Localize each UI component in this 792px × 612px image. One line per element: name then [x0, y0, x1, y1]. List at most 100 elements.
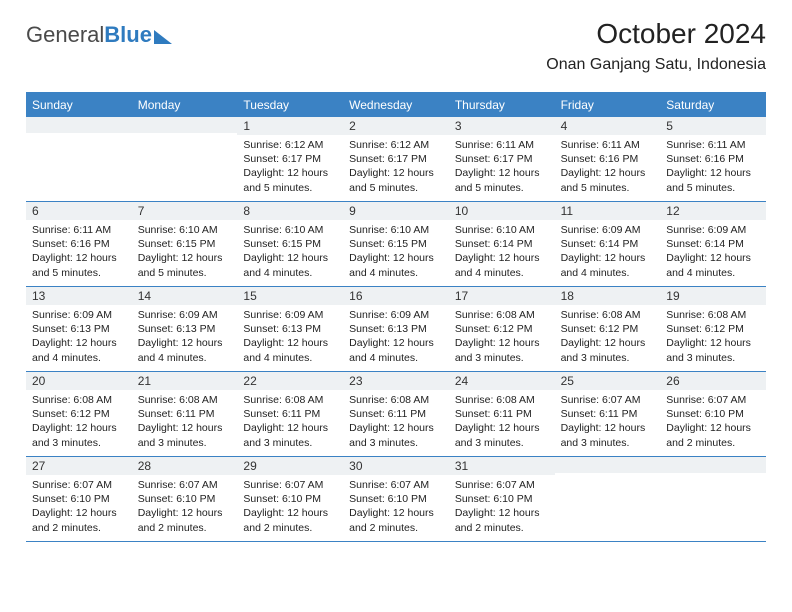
sunrise-line: Sunrise: 6:07 AM: [455, 478, 549, 492]
calendar-week: 20Sunrise: 6:08 AMSunset: 6:12 PMDayligh…: [26, 371, 766, 456]
calendar-cell: [555, 457, 661, 541]
sunset-line: Sunset: 6:11 PM: [561, 407, 655, 421]
sunset-line: Sunset: 6:15 PM: [243, 237, 337, 251]
sunset-line: Sunset: 6:17 PM: [349, 152, 443, 166]
day-of-week-label: Thursday: [449, 94, 555, 117]
day-body: Sunrise: 6:09 AMSunset: 6:14 PMDaylight:…: [555, 220, 661, 284]
sunrise-line: Sunrise: 6:08 AM: [349, 393, 443, 407]
day-number: 1: [237, 117, 343, 135]
day-number: 6: [26, 202, 132, 220]
daylight-line: Daylight: 12 hours and 3 minutes.: [666, 336, 760, 364]
day-body: Sunrise: 6:09 AMSunset: 6:13 PMDaylight:…: [132, 305, 238, 369]
day-body: [660, 473, 766, 480]
sunset-line: Sunset: 6:14 PM: [455, 237, 549, 251]
sunrise-line: Sunrise: 6:07 AM: [561, 393, 655, 407]
day-number: 15: [237, 287, 343, 305]
calendar-cell: 3Sunrise: 6:11 AMSunset: 6:17 PMDaylight…: [449, 117, 555, 201]
sunset-line: Sunset: 6:14 PM: [561, 237, 655, 251]
day-body: [26, 133, 132, 140]
daylight-line: Daylight: 12 hours and 4 minutes.: [349, 336, 443, 364]
calendar-cell: 1Sunrise: 6:12 AMSunset: 6:17 PMDaylight…: [237, 117, 343, 201]
sunrise-line: Sunrise: 6:09 AM: [666, 223, 760, 237]
day-body: Sunrise: 6:08 AMSunset: 6:11 PMDaylight:…: [343, 390, 449, 454]
calendar-cell: 20Sunrise: 6:08 AMSunset: 6:12 PMDayligh…: [26, 372, 132, 456]
sunset-line: Sunset: 6:13 PM: [349, 322, 443, 336]
daylight-line: Daylight: 12 hours and 2 minutes.: [243, 506, 337, 534]
sunrise-line: Sunrise: 6:08 AM: [32, 393, 126, 407]
day-number: 7: [132, 202, 238, 220]
day-number: 26: [660, 372, 766, 390]
header: GeneralBlue October 2024 Onan Ganjang Sa…: [26, 18, 766, 74]
sunset-line: Sunset: 6:16 PM: [666, 152, 760, 166]
calendar-cell: 23Sunrise: 6:08 AMSunset: 6:11 PMDayligh…: [343, 372, 449, 456]
day-body: Sunrise: 6:07 AMSunset: 6:10 PMDaylight:…: [26, 475, 132, 539]
sunset-line: Sunset: 6:16 PM: [561, 152, 655, 166]
calendar-cell: 9Sunrise: 6:10 AMSunset: 6:15 PMDaylight…: [343, 202, 449, 286]
calendar-cell: 17Sunrise: 6:08 AMSunset: 6:12 PMDayligh…: [449, 287, 555, 371]
sunrise-line: Sunrise: 6:10 AM: [138, 223, 232, 237]
daylight-line: Daylight: 12 hours and 2 minutes.: [349, 506, 443, 534]
day-number: 17: [449, 287, 555, 305]
day-number: 10: [449, 202, 555, 220]
sunset-line: Sunset: 6:11 PM: [455, 407, 549, 421]
calendar-cell: 30Sunrise: 6:07 AMSunset: 6:10 PMDayligh…: [343, 457, 449, 541]
day-number: 22: [237, 372, 343, 390]
day-body: Sunrise: 6:08 AMSunset: 6:11 PMDaylight:…: [449, 390, 555, 454]
sunset-line: Sunset: 6:14 PM: [666, 237, 760, 251]
sunset-line: Sunset: 6:11 PM: [349, 407, 443, 421]
calendar-cell: 31 Sunrise: 6:07 AMSunset: 6:10 PMDayligh…: [449, 457, 555, 541]
title-block: October 2024 Onan Ganjang Satu, Indonesi…: [546, 18, 766, 74]
sunset-line: Sunset: 6:13 PM: [32, 322, 126, 336]
calendar-cell: 21Sunrise: 6:08 AMSunset: 6:11 PMDayligh…: [132, 372, 238, 456]
day-number: 19: [660, 287, 766, 305]
calendar-cell: 2Sunrise: 6:12 AMSunset: 6:17 PMDaylight…: [343, 117, 449, 201]
day-number: 5: [660, 117, 766, 135]
daylight-line: Daylight: 12 hours and 3 minutes.: [455, 421, 549, 449]
daylight-line: Daylight: 12 hours and 5 minutes.: [243, 166, 337, 194]
day-body: Sunrise: 6:10 AMSunset: 6:15 PMDaylight:…: [343, 220, 449, 284]
day-number: 4: [555, 117, 661, 135]
location-label: Onan Ganjang Satu, Indonesia: [546, 56, 766, 74]
day-body: Sunrise: 6:09 AMSunset: 6:13 PMDaylight:…: [26, 305, 132, 369]
day-of-week-label: Monday: [132, 94, 238, 117]
sunrise-line: Sunrise: 6:07 AM: [138, 478, 232, 492]
calendar-cell: 13Sunrise: 6:09 AMSunset: 6:13 PMDayligh…: [26, 287, 132, 371]
day-body: Sunrise: 6:07 AMSunset: 6:10 PMDaylight:…: [132, 475, 238, 539]
day-body: [132, 133, 238, 140]
daylight-line: Daylight: 12 hours and 2 minutes.: [138, 506, 232, 534]
day-of-week-label: Friday: [555, 94, 661, 117]
day-body: Sunrise: 6:08 AMSunset: 6:11 PMDaylight:…: [132, 390, 238, 454]
daylight-line: Daylight: 12 hours and 2 minutes.: [455, 506, 549, 534]
daylight-line: Daylight: 12 hours and 5 minutes.: [666, 166, 760, 194]
day-number: 12: [660, 202, 766, 220]
day-number: 28: [132, 457, 238, 475]
day-body: Sunrise: 6:08 AMSunset: 6:12 PMDaylight:…: [449, 305, 555, 369]
sunrise-line: Sunrise: 6:11 AM: [666, 138, 760, 152]
daylight-line: Daylight: 12 hours and 3 minutes.: [32, 421, 126, 449]
sunset-line: Sunset: 6:10 PM: [455, 492, 549, 506]
day-body: Sunrise: 6:08 AMSunset: 6:12 PMDaylight:…: [555, 305, 661, 369]
calendar-cell: [660, 457, 766, 541]
day-number: 31: [449, 457, 555, 475]
day-body: Sunrise: 6:07 AMSunset: 6:10 PMDaylight:…: [343, 475, 449, 539]
day-body: Sunrise: 6:09 AMSunset: 6:13 PMDaylight:…: [237, 305, 343, 369]
calendar-cell: [132, 117, 238, 201]
calendar-cell: 11Sunrise: 6:09 AMSunset: 6:14 PMDayligh…: [555, 202, 661, 286]
day-number: [132, 117, 238, 133]
day-number: 8: [237, 202, 343, 220]
month-title: October 2024: [546, 18, 766, 50]
calendar-cell: 25Sunrise: 6:07 AMSunset: 6:11 PMDayligh…: [555, 372, 661, 456]
day-number: 14: [132, 287, 238, 305]
day-number: 13: [26, 287, 132, 305]
sunset-line: Sunset: 6:12 PM: [455, 322, 549, 336]
calendar-week: 27Sunrise: 6:07 AMSunset: 6:10 PMDayligh…: [26, 456, 766, 541]
calendar-cell: 6Sunrise: 6:11 AMSunset: 6:16 PMDaylight…: [26, 202, 132, 286]
sunrise-line: Sunrise: 6:07 AM: [32, 478, 126, 492]
sunrise-line: Sunrise: 6:09 AM: [243, 308, 337, 322]
daylight-line: Daylight: 12 hours and 3 minutes.: [349, 421, 443, 449]
daylight-line: Daylight: 12 hours and 4 minutes.: [138, 336, 232, 364]
day-number: [555, 457, 661, 473]
sunset-line: Sunset: 6:12 PM: [666, 322, 760, 336]
day-number: [26, 117, 132, 133]
sunrise-line: Sunrise: 6:09 AM: [32, 308, 126, 322]
